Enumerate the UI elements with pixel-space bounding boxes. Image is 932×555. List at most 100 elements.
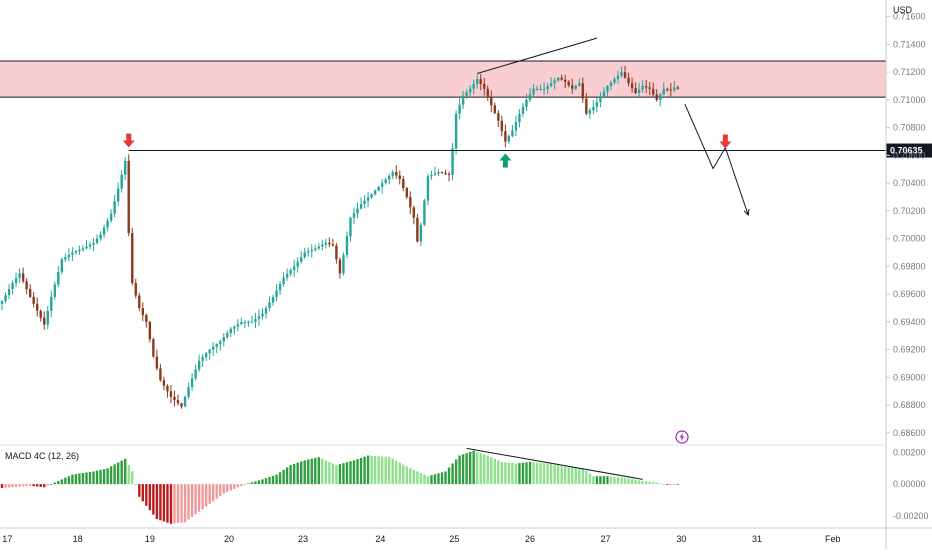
candle-body — [472, 83, 475, 89]
macd-bar — [335, 465, 338, 485]
price-tick-label: 0.68800 — [893, 400, 926, 410]
macd-bar — [124, 458, 127, 485]
macd-bar — [261, 479, 264, 485]
candle-body — [634, 88, 637, 93]
projection-arrowhead — [743, 209, 750, 217]
candle-body — [28, 289, 32, 297]
macd-bar — [652, 482, 655, 485]
candle-body — [620, 72, 623, 76]
macd-bar — [310, 458, 313, 485]
macd-bar — [588, 473, 592, 485]
candle-body — [240, 321, 243, 325]
price-tick-label: 0.69600 — [893, 289, 926, 299]
candle-body — [483, 83, 486, 89]
candle-body — [116, 188, 120, 202]
macd-bar — [215, 484, 218, 499]
macd-bar — [307, 459, 310, 485]
candle-body — [528, 94, 532, 100]
macd-bar — [145, 484, 148, 506]
macd-bar — [88, 471, 92, 485]
macd-bar — [57, 480, 60, 485]
macd-bar — [637, 480, 641, 485]
candle-body — [592, 106, 595, 111]
candle-body — [655, 94, 658, 100]
candle-body — [490, 97, 493, 106]
macd-bar — [183, 484, 187, 523]
macd-bar — [352, 460, 356, 485]
macd-bar — [197, 484, 201, 512]
candle-body — [588, 110, 592, 114]
candle-body — [659, 94, 662, 100]
candle-body — [183, 396, 187, 407]
indicator-tick-label: 0.00200 — [893, 447, 926, 457]
candle-body — [458, 104, 461, 114]
candle-body — [652, 88, 655, 95]
arrow-head — [122, 140, 135, 148]
macd-bar — [528, 461, 532, 485]
macd-bar — [187, 484, 190, 520]
candle-body — [507, 135, 511, 142]
macd-bar — [553, 464, 556, 485]
candle-body — [384, 179, 387, 184]
resistance-zone-layer — [0, 60, 886, 98]
candle-body — [497, 113, 500, 121]
candle-body — [46, 310, 49, 325]
time-tick-label: 18 — [73, 534, 83, 544]
price-tick-label: 0.69200 — [893, 345, 926, 355]
macd-bar — [233, 484, 236, 489]
macd-bar — [556, 465, 560, 485]
macd-bar — [194, 484, 197, 515]
macd-bar — [50, 484, 53, 485]
time-tick-label: 27 — [601, 534, 611, 544]
candle-body — [602, 91, 606, 98]
candle-body — [398, 175, 401, 179]
macd-bar — [321, 458, 324, 485]
candle-body — [162, 380, 166, 386]
candle-body — [296, 261, 299, 267]
candle-body — [310, 249, 313, 252]
time-tick-label: 30 — [676, 534, 686, 544]
candle-body — [476, 79, 479, 84]
projection-path — [684, 103, 749, 216]
candle-body — [95, 238, 99, 243]
macd-bar — [620, 477, 623, 485]
candle-body — [134, 283, 137, 296]
macd-bar — [377, 456, 380, 485]
macd-bar — [116, 462, 120, 485]
macd-bar — [634, 479, 637, 485]
price-tick-label: 0.68600 — [893, 428, 926, 438]
macd-bar — [180, 484, 183, 523]
macd-bar — [370, 455, 373, 485]
macd-bar — [595, 476, 599, 485]
macd-bar — [388, 457, 391, 485]
candle-body — [525, 99, 528, 107]
candle-body — [377, 186, 380, 191]
candle-body — [21, 273, 25, 282]
macd-bar — [134, 484, 137, 485]
candle-body — [437, 172, 440, 174]
macd-bar — [659, 483, 662, 485]
macd-bar — [356, 459, 359, 485]
sell-signal-arrow-left-icon — [122, 133, 135, 148]
candle-body — [278, 283, 282, 291]
macd-bar — [285, 467, 289, 485]
candle-body — [138, 295, 141, 309]
macd-bar — [574, 467, 577, 485]
macd-bar — [21, 484, 25, 487]
macd-bar — [602, 476, 606, 485]
candle-body — [289, 270, 292, 274]
macd-bar — [409, 468, 412, 485]
candle-body — [409, 197, 412, 208]
price-tick-label: 0.70200 — [893, 206, 926, 216]
macd-bar — [236, 484, 240, 488]
candle-body — [148, 321, 152, 340]
price-tick-label: 0.70000 — [893, 234, 926, 244]
candle-body — [324, 242, 328, 245]
candle-body — [433, 173, 437, 175]
macd-bar — [74, 474, 78, 485]
macd-bar — [39, 484, 42, 487]
macd-bar — [472, 450, 475, 485]
macd-bar — [264, 478, 268, 485]
